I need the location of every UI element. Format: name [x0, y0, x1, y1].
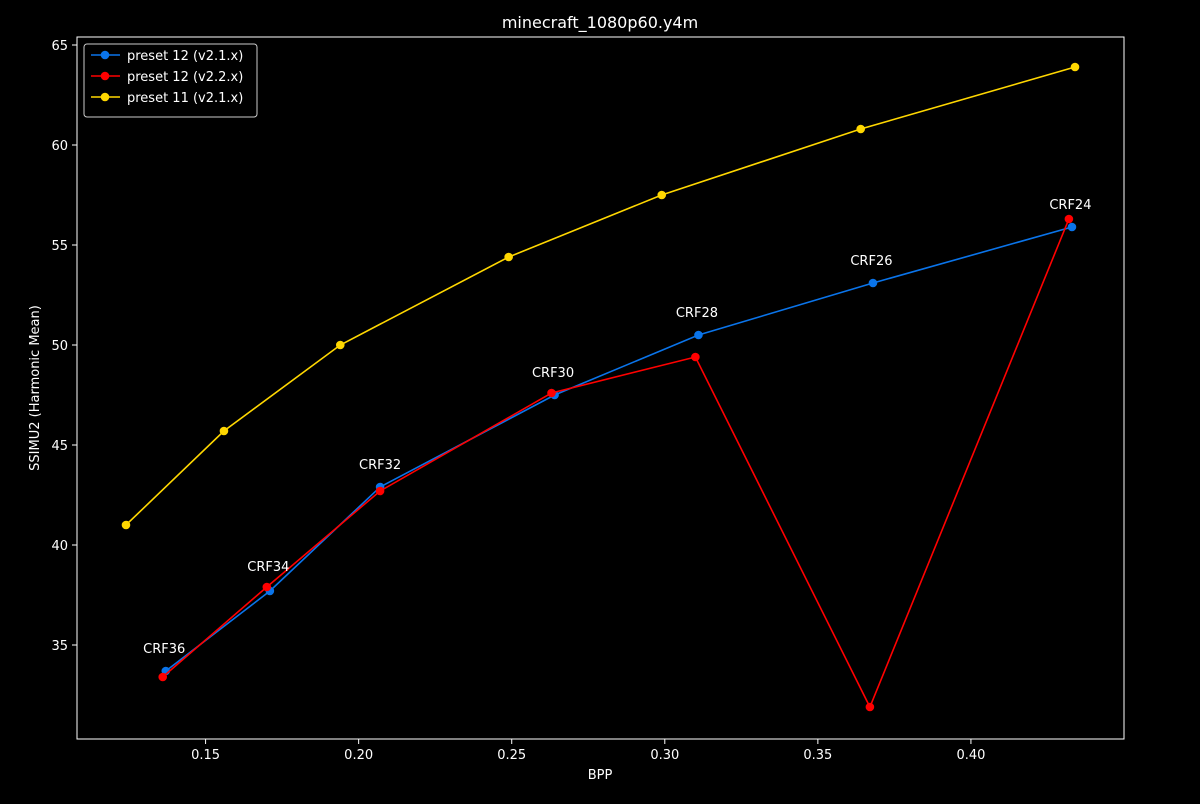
crf-annotation: CRF26	[850, 254, 892, 269]
legend-label: preset 12 (v2.1.x)	[127, 49, 243, 64]
crf-annotation: CRF32	[359, 458, 401, 473]
data-point	[547, 388, 556, 398]
legend-marker	[100, 92, 110, 102]
data-point	[691, 352, 700, 362]
y-tick-label: 55	[51, 239, 68, 254]
plot-area: 0.15 0.20 0.25 0.30 0.35 0.40 35 40 45 50 55 60 65 CR…	[51, 36, 1125, 763]
y-tick-label: 45	[51, 439, 68, 454]
crf-annotation: CRF34	[247, 560, 289, 575]
data-point	[219, 426, 229, 436]
data-point	[1067, 222, 1077, 232]
x-tick-label: 0.25	[497, 748, 526, 763]
y-tick-label: 40	[51, 539, 68, 554]
x-tick-label: 0.20	[344, 748, 373, 763]
data-point	[856, 124, 866, 134]
x-tick-label: 0.15	[191, 748, 220, 763]
y-axis-label: SSIMU2 (Harmonic Mean)	[28, 305, 43, 471]
data-point	[865, 702, 875, 712]
plot-frame	[76, 36, 1125, 740]
data-point	[504, 252, 513, 262]
data-point	[121, 520, 131, 530]
data-point	[375, 486, 385, 496]
x-tick-label: 0.40	[956, 748, 985, 763]
legend-marker	[100, 71, 110, 81]
data-point	[1070, 62, 1080, 72]
data-point	[694, 330, 703, 340]
crf-annotation: CRF30	[532, 366, 574, 381]
y-tick-label: 35	[51, 639, 68, 654]
x-tick-label: 0.35	[803, 748, 832, 763]
data-point	[158, 672, 168, 682]
legend-label: preset 11 (v2.1.x)	[127, 91, 243, 106]
legend-box	[83, 43, 258, 118]
chart-title: minecraft_1080p60.y4m	[502, 13, 698, 33]
y-tick-label: 50	[51, 339, 68, 354]
x-axis-label: BPP	[588, 768, 613, 783]
data-point	[262, 582, 272, 592]
crf-annotation: CRF36	[143, 642, 185, 657]
data-point	[657, 190, 667, 200]
crf-annotation: CRF28	[676, 306, 718, 321]
legend-marker	[100, 50, 110, 60]
x-tick-label: 0.30	[650, 748, 679, 763]
data-point	[335, 340, 345, 350]
data-point	[868, 278, 878, 288]
data-point	[1064, 214, 1074, 224]
y-tick-label: 65	[51, 39, 68, 54]
crf-annotation: CRF24	[1049, 198, 1091, 213]
y-tick-label: 60	[51, 139, 68, 154]
legend-label: preset 12 (v2.2.x)	[127, 70, 243, 85]
